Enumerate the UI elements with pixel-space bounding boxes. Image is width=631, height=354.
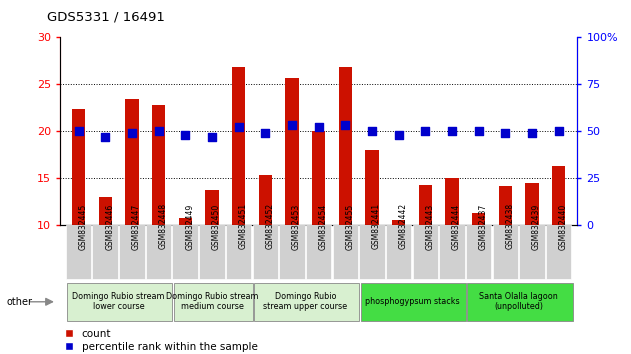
FancyBboxPatch shape bbox=[199, 225, 225, 279]
Text: Santa Olalla lagoon
(unpolluted): Santa Olalla lagoon (unpolluted) bbox=[480, 292, 558, 312]
FancyBboxPatch shape bbox=[546, 225, 572, 279]
Point bbox=[447, 128, 457, 134]
FancyBboxPatch shape bbox=[306, 225, 331, 279]
Text: GSM832442: GSM832442 bbox=[399, 204, 408, 250]
Point bbox=[207, 134, 217, 139]
Bar bbox=[392, 220, 405, 319]
Point bbox=[500, 130, 510, 136]
Point bbox=[394, 132, 404, 138]
Text: GSM832438: GSM832438 bbox=[505, 204, 514, 250]
Point bbox=[180, 132, 191, 138]
Bar bbox=[445, 178, 459, 319]
Text: GSM832446: GSM832446 bbox=[105, 203, 114, 250]
FancyBboxPatch shape bbox=[146, 225, 172, 279]
Text: Domingo Rubio stream
medium course: Domingo Rubio stream medium course bbox=[166, 292, 258, 312]
Text: other: other bbox=[6, 297, 32, 307]
Bar bbox=[285, 78, 298, 319]
Point bbox=[287, 122, 297, 128]
Point bbox=[233, 124, 244, 130]
Bar bbox=[152, 105, 165, 319]
Text: Domingo Rubio stream
lower course: Domingo Rubio stream lower course bbox=[73, 292, 165, 312]
Bar bbox=[312, 131, 326, 319]
FancyBboxPatch shape bbox=[252, 225, 278, 279]
Point bbox=[367, 128, 377, 134]
Point bbox=[260, 130, 270, 136]
FancyBboxPatch shape bbox=[226, 225, 251, 279]
FancyBboxPatch shape bbox=[386, 225, 411, 279]
FancyBboxPatch shape bbox=[93, 225, 118, 279]
Point bbox=[74, 128, 84, 134]
FancyBboxPatch shape bbox=[66, 225, 91, 279]
FancyBboxPatch shape bbox=[172, 225, 198, 279]
Bar bbox=[498, 186, 512, 319]
FancyBboxPatch shape bbox=[119, 225, 144, 279]
Point bbox=[314, 124, 324, 130]
Point bbox=[100, 134, 110, 139]
Text: phosphogypsum stacks: phosphogypsum stacks bbox=[365, 297, 459, 306]
Point bbox=[153, 128, 163, 134]
Text: GDS5331 / 16491: GDS5331 / 16491 bbox=[47, 10, 165, 23]
Bar bbox=[526, 183, 539, 319]
Point bbox=[420, 128, 430, 134]
Point bbox=[553, 128, 563, 134]
Text: GSM832451: GSM832451 bbox=[239, 204, 247, 250]
Text: GSM832453: GSM832453 bbox=[292, 203, 301, 250]
FancyBboxPatch shape bbox=[493, 225, 518, 279]
Text: GSM832449: GSM832449 bbox=[186, 203, 194, 250]
Bar bbox=[339, 67, 352, 319]
Text: GSM832439: GSM832439 bbox=[532, 203, 541, 250]
Bar bbox=[126, 99, 139, 319]
Text: Domingo Rubio
stream upper course: Domingo Rubio stream upper course bbox=[263, 292, 348, 312]
Text: GSM832455: GSM832455 bbox=[345, 203, 355, 250]
Bar bbox=[205, 190, 218, 319]
FancyBboxPatch shape bbox=[466, 225, 492, 279]
Text: GSM832452: GSM832452 bbox=[265, 204, 274, 250]
Point bbox=[340, 122, 350, 128]
FancyBboxPatch shape bbox=[468, 283, 572, 320]
Text: GSM832441: GSM832441 bbox=[372, 204, 381, 250]
Point bbox=[527, 130, 537, 136]
FancyBboxPatch shape bbox=[279, 225, 305, 279]
Text: GSM832454: GSM832454 bbox=[319, 203, 327, 250]
Text: GSM832440: GSM832440 bbox=[558, 203, 568, 250]
Text: GSM832450: GSM832450 bbox=[212, 203, 221, 250]
FancyBboxPatch shape bbox=[359, 225, 385, 279]
FancyBboxPatch shape bbox=[68, 283, 172, 320]
Bar bbox=[365, 150, 379, 319]
Bar bbox=[259, 175, 272, 319]
Bar bbox=[552, 166, 565, 319]
FancyBboxPatch shape bbox=[333, 225, 358, 279]
Legend: count, percentile rank within the sample: count, percentile rank within the sample bbox=[65, 329, 257, 352]
Bar bbox=[232, 67, 245, 319]
Text: GSM832448: GSM832448 bbox=[158, 204, 168, 250]
Text: GSM832445: GSM832445 bbox=[79, 203, 88, 250]
Text: GSM832444: GSM832444 bbox=[452, 203, 461, 250]
Bar bbox=[72, 109, 85, 319]
FancyBboxPatch shape bbox=[254, 283, 359, 320]
FancyBboxPatch shape bbox=[439, 225, 465, 279]
Point bbox=[474, 128, 484, 134]
FancyBboxPatch shape bbox=[361, 283, 466, 320]
Point bbox=[127, 130, 137, 136]
FancyBboxPatch shape bbox=[413, 225, 438, 279]
Bar bbox=[472, 213, 485, 319]
Text: GSM832443: GSM832443 bbox=[425, 203, 434, 250]
Text: GSM832447: GSM832447 bbox=[132, 203, 141, 250]
Bar bbox=[179, 218, 192, 319]
Text: GSM832437: GSM832437 bbox=[479, 203, 488, 250]
Bar bbox=[98, 197, 112, 319]
FancyBboxPatch shape bbox=[519, 225, 545, 279]
Bar bbox=[419, 185, 432, 319]
FancyBboxPatch shape bbox=[174, 283, 252, 320]
